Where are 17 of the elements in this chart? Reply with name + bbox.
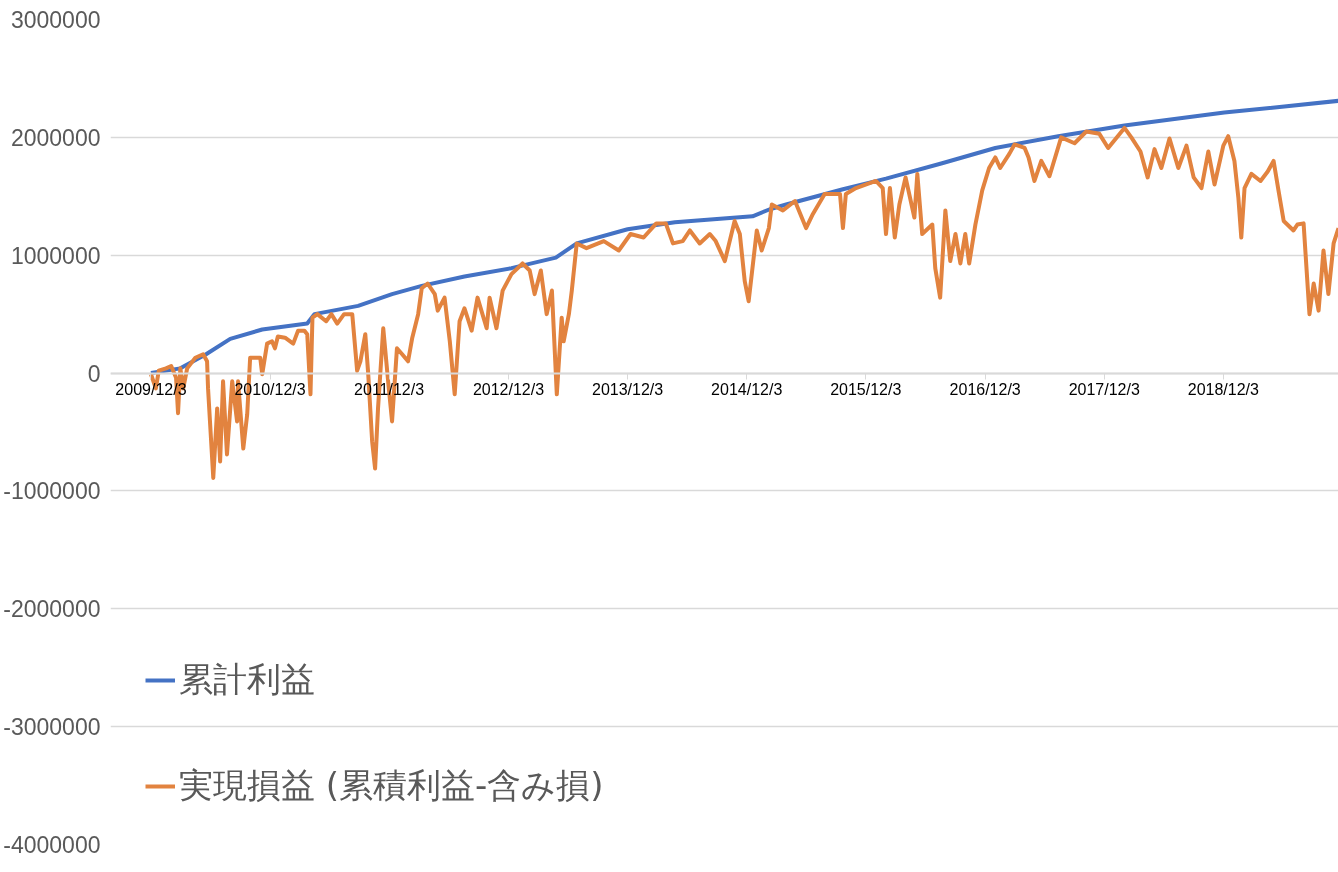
- y-tick-label: -4000000: [3, 832, 101, 858]
- x-tick-label: 2016/12/3: [949, 381, 1021, 399]
- x-tick-label: 2015/12/3: [830, 381, 902, 399]
- y-tick-label: -2000000: [3, 596, 101, 623]
- y-tick-label: 1000000: [10, 242, 101, 269]
- y-tick-label: 3000000: [10, 7, 101, 33]
- x-tick-label: 2013/12/3: [592, 381, 664, 399]
- x-tick-label: 2012/12/3: [472, 381, 545, 399]
- x-tick-label: 2017/12/3: [1068, 381, 1140, 399]
- y-tick-label: 0: [87, 360, 101, 387]
- y-tick-label: -1000000: [3, 478, 101, 505]
- x-tick-label: 2018/12/3: [1187, 381, 1260, 399]
- legend-label: 累計利益: [179, 658, 315, 701]
- y-tick-label: -3000000: [3, 714, 101, 741]
- x-tick-label: 2014/12/3: [711, 381, 783, 399]
- legend-label: 実現損益 (累積利益-含み損): [179, 764, 604, 807]
- y-tick-label: 2000000: [10, 124, 101, 151]
